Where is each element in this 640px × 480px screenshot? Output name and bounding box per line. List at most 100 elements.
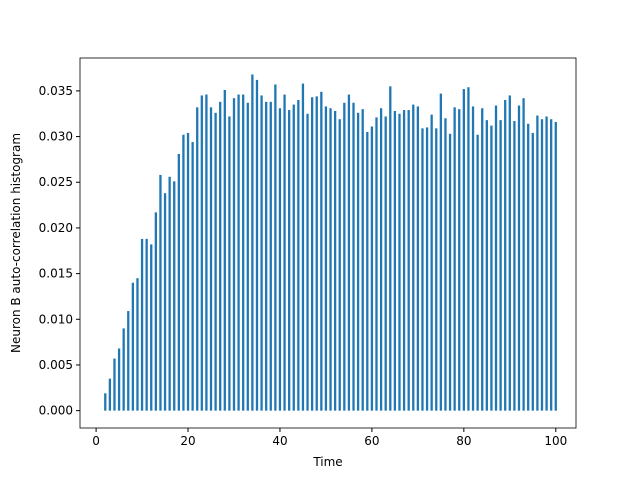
- bar: [490, 125, 493, 411]
- bar: [278, 108, 282, 411]
- bar: [352, 102, 355, 411]
- bar: [412, 104, 415, 411]
- y-tick-label: 0.025: [39, 175, 73, 189]
- bar: [439, 93, 443, 411]
- bar: [522, 98, 525, 411]
- bar: [444, 118, 447, 411]
- bar: [416, 106, 420, 411]
- y-tick-label: 0.005: [39, 358, 73, 372]
- bar: [145, 238, 148, 411]
- bar: [117, 348, 121, 411]
- bar: [531, 132, 534, 411]
- bar: [196, 107, 199, 411]
- bar: [288, 110, 291, 411]
- y-axis-label: Neuron B auto-correlation histogram: [9, 133, 23, 353]
- bar: [467, 87, 470, 411]
- bar: [485, 120, 488, 411]
- bar: [219, 101, 222, 411]
- bar: [370, 126, 374, 411]
- bar: [228, 116, 231, 411]
- bar: [255, 79, 259, 411]
- x-axis-label: Time: [312, 455, 342, 469]
- bar: [504, 100, 507, 411]
- bar: [237, 94, 240, 411]
- bar: [168, 176, 171, 411]
- bar: [324, 106, 328, 411]
- bar: [292, 104, 295, 411]
- bar: [310, 97, 314, 411]
- bar: [205, 94, 208, 411]
- bar: [315, 96, 318, 411]
- bar: [127, 311, 130, 411]
- bar: [209, 107, 213, 411]
- bar: [150, 244, 153, 411]
- bar: [393, 110, 397, 411]
- bar: [122, 328, 125, 411]
- bar: [361, 109, 364, 411]
- bar: [508, 95, 511, 411]
- bar: [242, 94, 245, 411]
- bar: [177, 153, 180, 411]
- bar: [329, 108, 332, 411]
- bar: [471, 106, 475, 411]
- bar: [283, 94, 286, 411]
- bar: [536, 115, 539, 411]
- bar: [108, 378, 112, 411]
- y-tick-label: 0.010: [39, 312, 73, 326]
- x-tick-label: 80: [456, 434, 471, 448]
- bar: [366, 132, 369, 411]
- bar: [269, 101, 272, 411]
- bar: [481, 108, 484, 411]
- bar: [402, 110, 406, 411]
- bar: [347, 94, 351, 411]
- bar: [338, 119, 341, 411]
- bar: [214, 112, 217, 411]
- bar: [545, 116, 548, 411]
- bar: [517, 105, 521, 411]
- y-tick-label: 0.030: [39, 130, 73, 144]
- x-tick-label: 0: [92, 434, 100, 448]
- bar: [513, 121, 516, 411]
- y-tick-label: 0.015: [39, 267, 73, 281]
- bar: [297, 100, 300, 411]
- x-tick-label: 40: [272, 434, 287, 448]
- plot-frame: [79, 57, 577, 429]
- bar: [384, 116, 387, 411]
- bar: [104, 393, 107, 411]
- x-tick-label: 20: [180, 434, 195, 448]
- bar: [131, 282, 135, 411]
- bar: [223, 89, 226, 411]
- y-tick-label: 0.035: [39, 84, 73, 98]
- bar: [159, 174, 162, 411]
- bar: [191, 142, 194, 411]
- y-tick-label: 0.000: [39, 404, 73, 418]
- bar: [136, 278, 139, 411]
- bar: [375, 117, 378, 411]
- bar: [379, 108, 383, 411]
- y-tick-label: 0.020: [39, 221, 73, 235]
- bar: [260, 95, 263, 411]
- bar: [182, 134, 185, 411]
- bar: [527, 123, 530, 411]
- bar: [476, 134, 479, 411]
- bar: [333, 110, 337, 411]
- bar: [163, 193, 167, 411]
- bar: [274, 84, 277, 411]
- bar: [494, 105, 498, 411]
- bar: [421, 128, 424, 411]
- bar: [499, 120, 502, 411]
- bar: [320, 91, 323, 411]
- x-tick-label: 100: [544, 434, 567, 448]
- bar: [462, 89, 465, 411]
- bar: [550, 119, 553, 411]
- bar: [435, 128, 438, 411]
- bar: [113, 358, 116, 411]
- bar: [356, 112, 360, 411]
- bar: [398, 113, 401, 411]
- x-tick-label: 60: [364, 434, 379, 448]
- bar: [343, 102, 346, 411]
- bar: [425, 127, 429, 411]
- bar: [554, 121, 557, 411]
- bar: [407, 110, 410, 411]
